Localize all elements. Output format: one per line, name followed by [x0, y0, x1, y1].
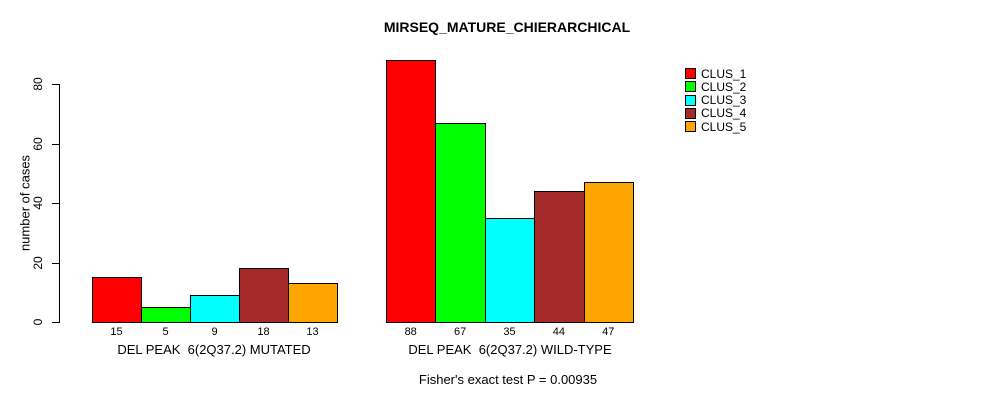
legend-swatch-clus_5 [685, 121, 696, 133]
bar-value-label: 9 [211, 326, 218, 338]
y-tick-label: 80 [31, 77, 45, 91]
chart-title: MIRSEQ_MATURE_CHIERARCHICAL [383, 19, 631, 35]
bar-clus_2-group1 [141, 307, 191, 323]
bar-value-label: 15 [110, 326, 123, 338]
bar-value-label: 5 [162, 326, 169, 338]
bar-value-label: 13 [306, 326, 319, 338]
legend-label-clus_1: CLUS_1 [701, 66, 747, 81]
y-tick-mark [52, 203, 59, 204]
y-axis-line [59, 84, 60, 323]
bar-clus_1-group2 [386, 60, 437, 323]
bar-clus_3-group1 [190, 295, 240, 323]
bar-clus_1-group1 [92, 277, 142, 323]
legend-label-clus_4: CLUS_4 [701, 106, 747, 121]
bar-value-label: 44 [552, 326, 566, 338]
group-label-mutated: DEL PEAK 6(2Q37.2) MUTATED [117, 342, 311, 357]
y-tick-label: 40 [31, 196, 45, 210]
bar-value-label: 67 [453, 326, 467, 338]
y-tick-label: 0 [31, 318, 45, 326]
bar-value-label: 35 [503, 326, 516, 338]
legend-label-clus_2: CLUS_2 [701, 79, 747, 94]
y-tick-mark [52, 262, 59, 264]
bar-clus_5-group2 [583, 182, 634, 323]
bar-clus_4-group1 [239, 268, 289, 323]
legend-label-clus_3: CLUS_3 [701, 93, 747, 108]
y-tick-mark [52, 322, 59, 323]
legend-swatch-clus_4 [685, 107, 696, 119]
y-tick-mark [52, 84, 59, 85]
legend-swatch-clus_3 [685, 94, 696, 106]
bar-value-label: 88 [404, 326, 417, 338]
legend-swatch-clus_1 [685, 68, 696, 79]
fisher-test-note: Fisher's exact test P = 0.00935 [418, 372, 598, 387]
bar-value-label: 47 [602, 326, 615, 338]
y-tick-label: 60 [31, 136, 45, 151]
y-tick-label: 20 [31, 255, 45, 270]
bar-clus_2-group2 [435, 122, 486, 323]
legend-swatch-clus_2 [685, 81, 696, 93]
bar-value-label: 18 [257, 326, 270, 338]
legend-label-clus_5: CLUS_5 [701, 119, 747, 134]
bar-clus_5-group1 [288, 283, 338, 323]
group-label-wild-type: DEL PEAK 6(2Q37.2) WILD-TYPE [408, 342, 612, 357]
y-tick-mark [52, 143, 59, 145]
bar-clus_3-group2 [484, 217, 536, 323]
bar-clus_4-group2 [534, 191, 585, 323]
